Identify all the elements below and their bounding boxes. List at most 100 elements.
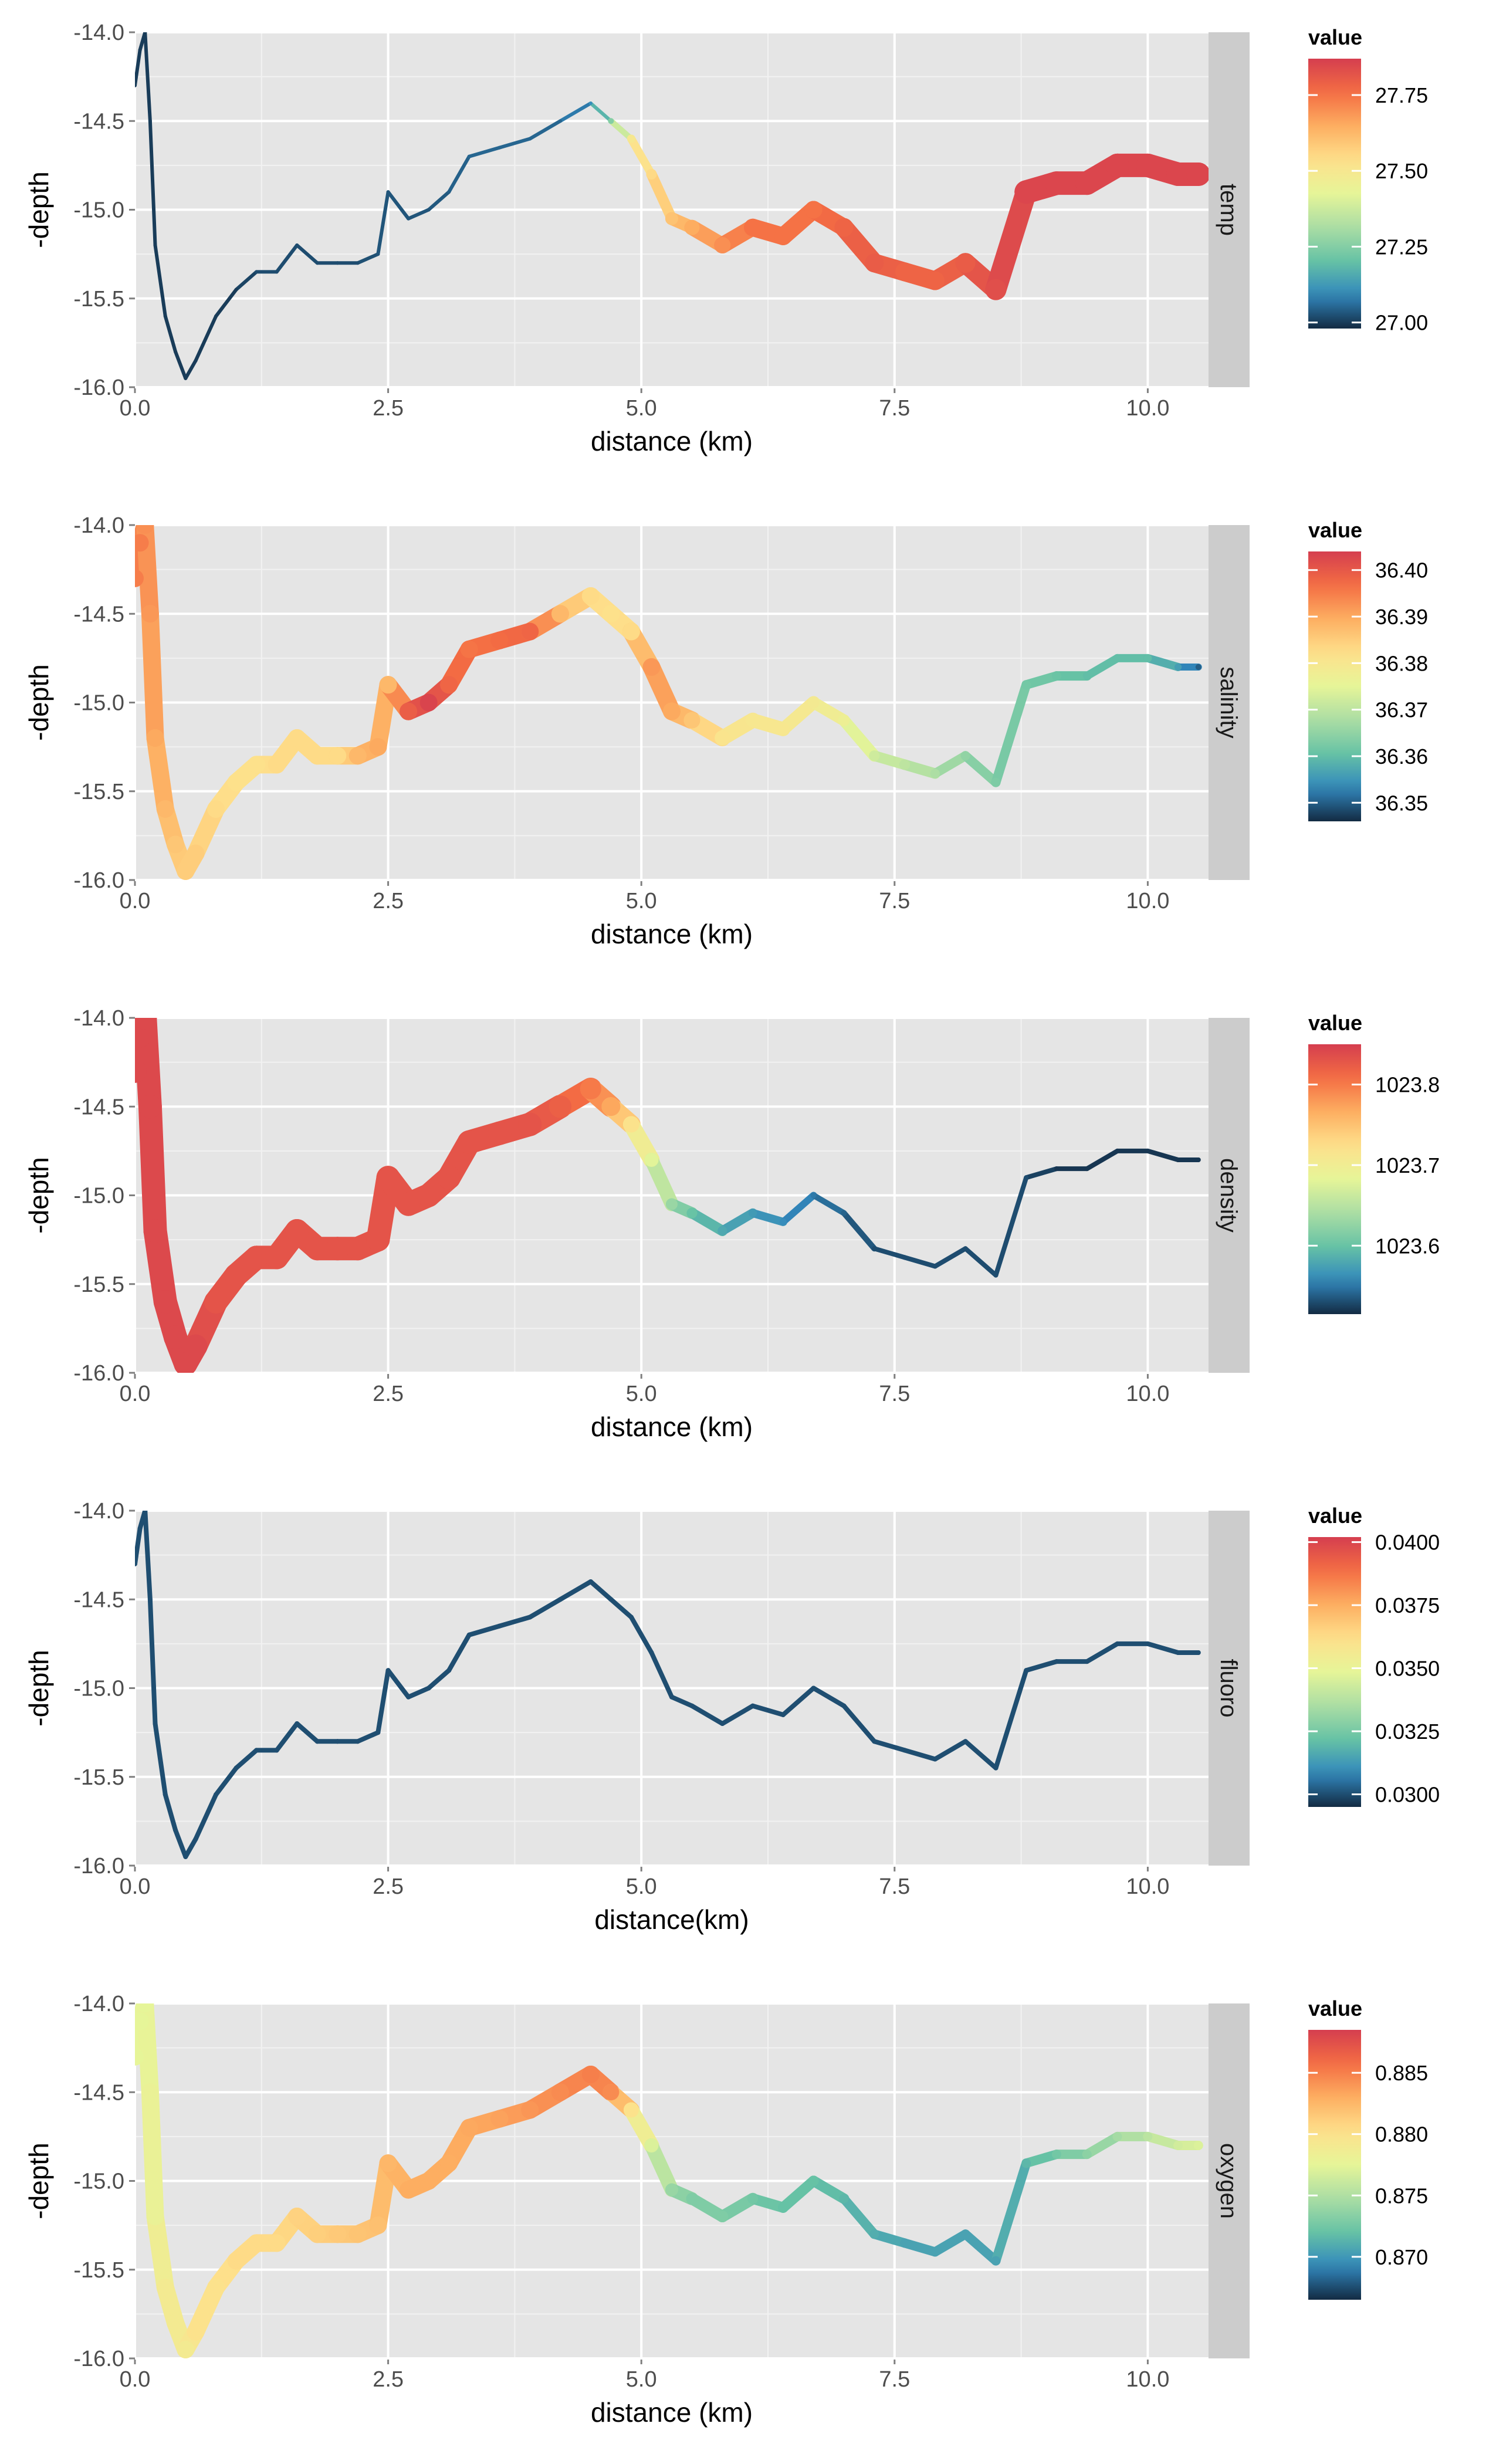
- data-point: [518, 1112, 542, 1136]
- data-point: [400, 2181, 418, 2199]
- data-segment: [153, 243, 167, 318]
- data-segment: [1084, 1641, 1120, 1664]
- data-point: [744, 218, 762, 236]
- data-point: [146, 729, 164, 747]
- data-segment: [141, 2083, 164, 2225]
- data-point: [143, 1219, 167, 1243]
- data-segment: [780, 1685, 816, 1717]
- data-point: [646, 169, 657, 180]
- data-point: [335, 1739, 340, 1744]
- data-segment: [900, 2238, 940, 2257]
- data-point: [1115, 1148, 1120, 1153]
- data-point: [156, 800, 174, 818]
- data-point: [1113, 654, 1122, 662]
- legend-label: 0.875: [1375, 2184, 1428, 2208]
- data-segment: [1084, 1148, 1120, 1172]
- data-point: [1186, 163, 1209, 186]
- data-segment: [233, 1748, 259, 1771]
- x-tick-label: 10.0: [1126, 2367, 1169, 2392]
- data-point: [224, 1263, 248, 1287]
- data-point: [135, 534, 149, 552]
- data-point: [686, 1207, 698, 1219]
- data-segment: [559, 101, 593, 123]
- data-segment: [146, 729, 174, 818]
- data-segment: [407, 208, 431, 221]
- data-segment: [991, 2158, 1031, 2266]
- data-point: [407, 216, 411, 221]
- data-segment: [960, 2229, 1001, 2266]
- data-point: [774, 227, 792, 245]
- y-tick-label: -16.0: [73, 868, 124, 893]
- data-point: [346, 1237, 370, 1261]
- data-point: [689, 1703, 695, 1708]
- data-segment: [930, 2229, 970, 2257]
- data-point: [369, 2216, 387, 2235]
- data-point: [869, 2229, 879, 2239]
- data-segment: [993, 1175, 1029, 1278]
- data-segment: [750, 1703, 786, 1717]
- data-point: [900, 2238, 910, 2248]
- data-point: [1145, 1641, 1150, 1646]
- data-point: [135, 2047, 144, 2066]
- data-segment: [808, 2175, 849, 2204]
- x-tick-label: 2.5: [373, 396, 404, 421]
- data-point: [602, 605, 620, 623]
- data-point: [1075, 171, 1099, 195]
- data-point: [521, 622, 539, 641]
- data-point: [326, 1237, 350, 1261]
- data-point: [776, 722, 790, 736]
- y-tick-label: -14.0: [73, 21, 124, 45]
- facet-strip: [1209, 32, 1250, 387]
- data-segment: [841, 1210, 878, 1252]
- data-point: [1024, 1175, 1029, 1180]
- data-point: [437, 1166, 461, 1190]
- data-segment: [385, 1668, 411, 1700]
- data-point: [135, 2012, 149, 2030]
- data-point: [397, 1192, 421, 1216]
- data-segment: [497, 137, 532, 150]
- data-segment: [869, 2229, 910, 2248]
- chart-svg-temp: 0.0 2.5 5.0 7.5 10.0 -14.0 -14.5 -15.0 -15.5 -16.…: [23, 21, 1428, 456]
- data-segment: [141, 605, 164, 747]
- data-segment: [1021, 2150, 1062, 2168]
- data-segment: [355, 1730, 381, 1744]
- data-segment: [146, 2208, 174, 2296]
- data-point: [356, 261, 360, 265]
- data-point: [137, 1526, 143, 1531]
- data-point: [1021, 2158, 1031, 2168]
- data-point: [623, 2102, 639, 2118]
- data-point: [1175, 664, 1182, 671]
- data-segment: [717, 1208, 758, 1236]
- data-point: [348, 747, 367, 765]
- legend-colorbar: [1308, 1044, 1361, 1314]
- data-point: [872, 1739, 877, 1744]
- data-point: [285, 1219, 309, 1243]
- x-axis-title: distance (km): [591, 2397, 753, 2428]
- data-point: [214, 1792, 219, 1797]
- data-point: [628, 1615, 634, 1620]
- data-point: [369, 738, 387, 756]
- data-segment: [649, 1650, 674, 1700]
- chart-panel-temp: 0.0 2.5 5.0 7.5 10.0 -14.0 -14.5 -15.0 -15.5 -16.…: [0, 0, 1496, 493]
- x-tick-label: 5.0: [626, 889, 657, 913]
- data-point: [419, 2172, 438, 2190]
- data-point: [777, 2202, 788, 2213]
- data-point: [1014, 180, 1038, 204]
- legend-label: 36.36: [1375, 744, 1428, 769]
- data-point: [581, 2066, 600, 2083]
- data-point: [173, 1827, 178, 1833]
- data-segment: [295, 243, 319, 265]
- data-point: [135, 1024, 152, 1048]
- x-tick-label: 7.5: [879, 2367, 910, 2392]
- x-tick-label: 5.0: [626, 396, 657, 421]
- data-point: [386, 190, 390, 194]
- data-point: [141, 2083, 159, 2101]
- legend-label: 36.38: [1375, 651, 1428, 675]
- data-segment: [1145, 1148, 1181, 1162]
- data-segment: [686, 1207, 728, 1236]
- data-point: [963, 1739, 968, 1744]
- data-segment: [406, 1685, 431, 1700]
- data-point: [400, 702, 418, 720]
- data-point: [417, 1183, 441, 1207]
- legend-label: 27.00: [1375, 311, 1428, 335]
